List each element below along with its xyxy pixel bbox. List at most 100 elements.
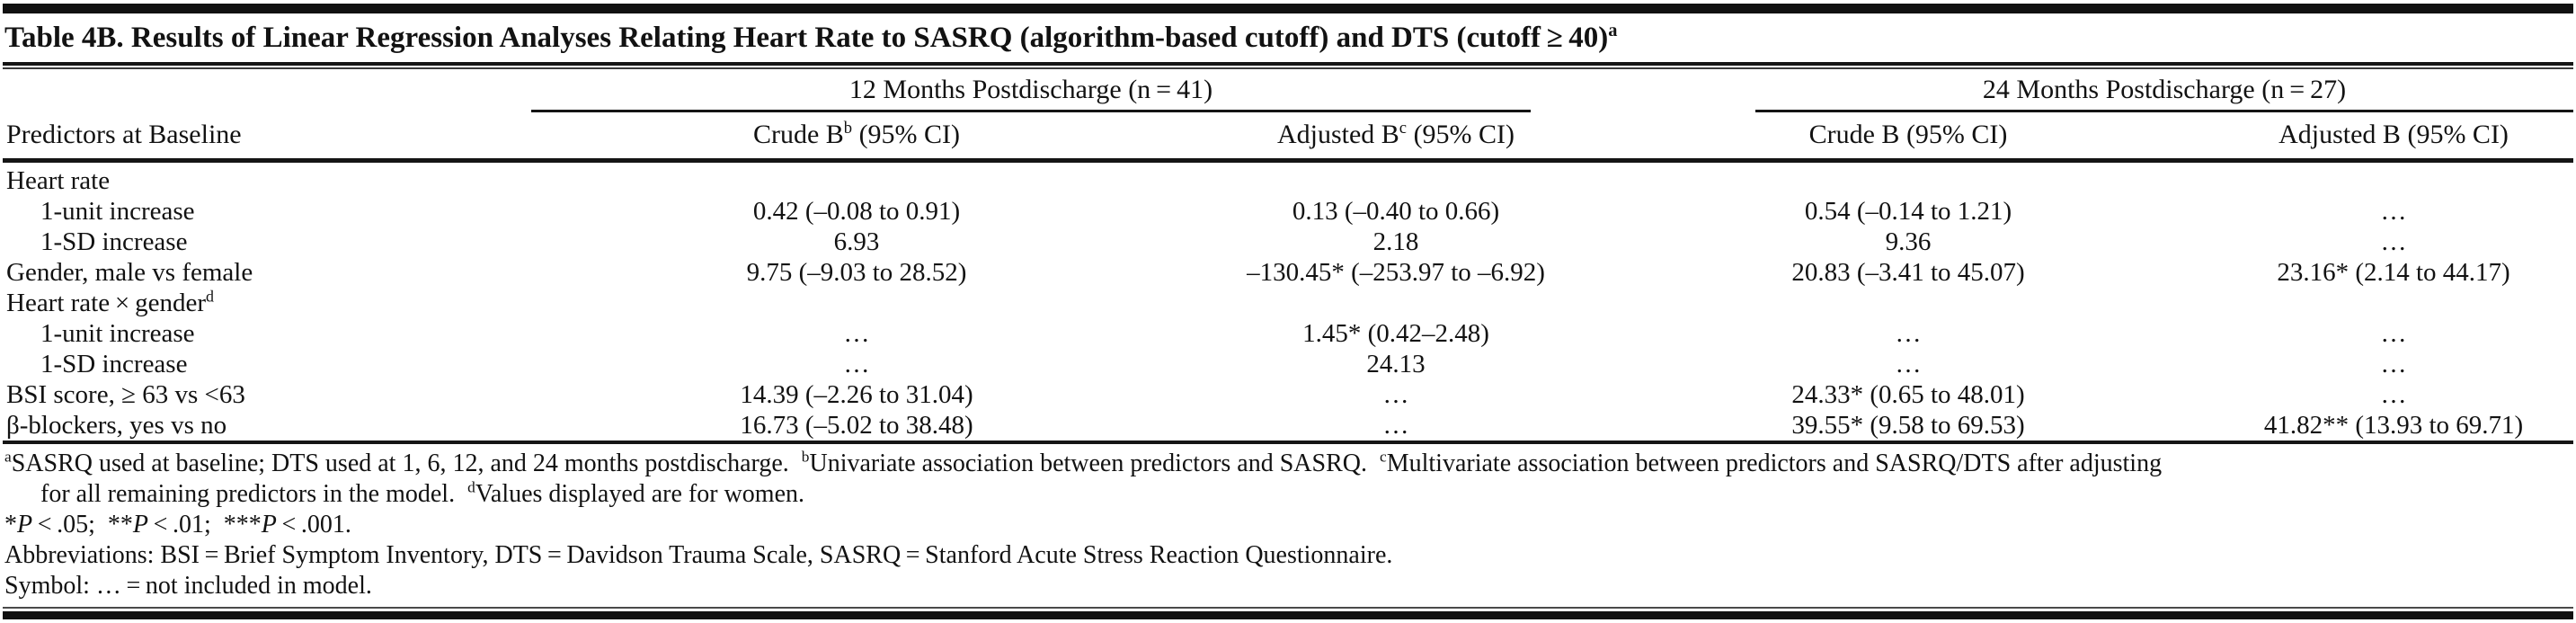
footnote-line: for all remaining predictors in the mode… [40,478,804,508]
table-figure: Table 4B. Results of Linear Regression A… [0,4,2576,619]
table-row: β-blockers, yes vs no 16.73 (–5.02 to 38.… [3,409,2574,444]
column-header-adjusted-b-24: Adjusted B (95% CI) [2214,111,2574,163]
bottom-rule-thin [3,606,2573,609]
cell: … [2380,349,2407,378]
cell: 0.54 (–0.14 to 1.21) [1804,196,2012,226]
cell [2214,288,2573,318]
bottom-rule-gap [3,608,2573,611]
title-rule-thin [3,67,2573,69]
cell: 24.13 [1366,349,1426,378]
title-rule [3,61,2573,66]
cell [1189,288,1603,318]
row-label: 1-unit increase [3,196,524,227]
footnote-line: *P < .05; **P < .01; ***P < .001. [4,510,351,538]
row-label: BSI score, ≥ 63 vs <63 [3,379,524,410]
row-label-text: 1-unit increase [40,196,195,226]
row-label: 1-SD increase [3,349,524,379]
cell: … [2380,196,2407,226]
top-rule [3,4,2573,13]
group-header-24-months: 24 Months Postdischarge (n = 27) [1603,69,2574,112]
cell: 0.42 (–0.08 to 0.91) [752,196,961,226]
table-row: Heart rate [3,160,2573,196]
cell: 23.16* (2.14 to 44.17) [2277,257,2510,287]
cell [2214,160,2573,196]
cell [524,160,1189,196]
cell: … [2380,318,2407,348]
table-row: 1-unit increase … 1.45* (0.42–2.48) … … [3,318,2573,349]
row-label-text: BSI score, ≥ 63 vs <63 [6,379,245,409]
cell: 24.33* (0.65 to 48.01) [1791,379,2025,409]
cell: … [2380,227,2407,256]
cell [1189,160,1603,196]
column-header-crude-b-12: Crude Bb (95% CI) [524,111,1189,163]
row-label-superscript: d [205,286,214,305]
column-header-adjusted-b-12: Adjusted Bc (95% CI) [1189,111,1603,163]
row-label: β-blockers, yes vs no [3,409,524,444]
cell [1603,160,2214,196]
column-header-text: (95% CI) [852,119,961,149]
stub-header: Predictors at Baseline [3,111,524,163]
cell: 20.83 (–3.41 to 45.07) [1791,257,2025,287]
cell: 16.73 (–5.02 to 38.48) [524,409,1189,444]
column-header-superscript: b [843,118,853,138]
table-title-superscript: a [1608,21,1618,40]
table-row: 1-SD increase 6.93 2.18 9.36 … [3,227,2573,257]
cell: … [1189,409,1603,444]
cell: … [843,318,870,348]
cell: –130.45* (–253.97 to –6.92) [1247,257,1545,287]
table-head: 12 Months Postdischarge (n = 41) 24 Mont… [3,69,2574,163]
cell: … [843,349,870,378]
spanner-rule-12-months [531,105,1532,112]
cell: … [2380,379,2407,409]
cell: 9.75 (–9.03 to 28.52) [746,257,967,287]
table-title-text: Table 4B. Results of Linear Regression A… [4,22,1609,54]
row-label: Gender, male vs female [3,257,524,288]
table-row: BSI score, ≥ 63 vs <63 14.39 (–2.26 to 31… [3,379,2573,410]
group-header-12-months: 12 Months Postdischarge (n = 41) [524,69,1603,112]
table-row: Gender, male vs female 9.75 (–9.03 to 28.… [3,257,2573,288]
table-row: 1-unit increase 0.42 (–0.08 to 0.91) 0.13 … [3,196,2573,227]
table-body: Heart rate 1-unit increase 0.42 (–0.08 to … [3,160,2574,444]
column-header-text: Crude B [1808,119,1900,149]
cell: … [1895,318,1922,348]
table-row: 1-SD increase … 24.13 … … [3,349,2573,379]
cell: 0.13 (–0.40 to 0.66) [1292,196,1500,226]
cell: 2.18 [1372,227,1419,256]
column-header-text: (95% CI) [1407,119,1515,149]
cell: 14.39 (–2.26 to 31.04) [740,379,973,409]
row-label-text: Heart rate [6,165,111,195]
column-header-row: Predictors at Baseline Crude Bb (95% CI)… [3,111,2574,163]
spanner-rule-24-months [1755,105,2574,112]
bottom-rule [3,610,2573,619]
row-label-text: Heart rate × gender [6,288,206,317]
cell: 1.45* (0.42–2.48) [1302,318,1489,348]
column-header-text: (95% CI) [2400,119,2509,149]
group-label-24-months: 24 Months Postdischarge (n = 27) [1982,74,2347,104]
group-header-spacer [3,69,524,112]
row-label: Heart rate [3,160,524,196]
cell: 9.36 [1885,227,1932,256]
title-rule-gap [3,65,2573,67]
footnote-line: aSASRQ used at baseline; DTS used at 1, … [4,448,2163,477]
column-header-text: (95% CI) [1899,119,2008,149]
row-label: 1-unit increase [3,318,524,349]
footnote-line: Abbreviations: BSI = Brief Symptom Inven… [4,540,1393,569]
cell [524,288,1189,318]
table-row: Heart rate × genderd [3,288,2573,318]
regression-table: 12 Months Postdischarge (n = 41) 24 Mont… [3,69,2574,444]
row-label-text: 1-SD increase [40,227,188,256]
cell [1603,288,2214,318]
column-header-superscript: c [1399,118,1408,138]
row-label-text: β-blockers, yes vs no [6,410,227,440]
row-label: 1-SD increase [3,227,524,257]
column-header-text: Adjusted B [1276,119,1399,149]
row-label-text: 1-SD increase [40,349,188,378]
footnote-line: Symbol: … = not included in model. [4,571,372,600]
column-header-text: Crude B [752,119,844,149]
cell: 6.93 [833,227,880,256]
cell: 41.82** (13.93 to 69.71) [2214,409,2574,444]
cell: 39.55* (9.58 to 69.53) [1603,409,2215,444]
row-label-text: Gender, male vs female [6,257,253,287]
group-header-row: 12 Months Postdischarge (n = 41) 24 Mont… [3,69,2574,112]
cell: … [1895,349,1922,378]
